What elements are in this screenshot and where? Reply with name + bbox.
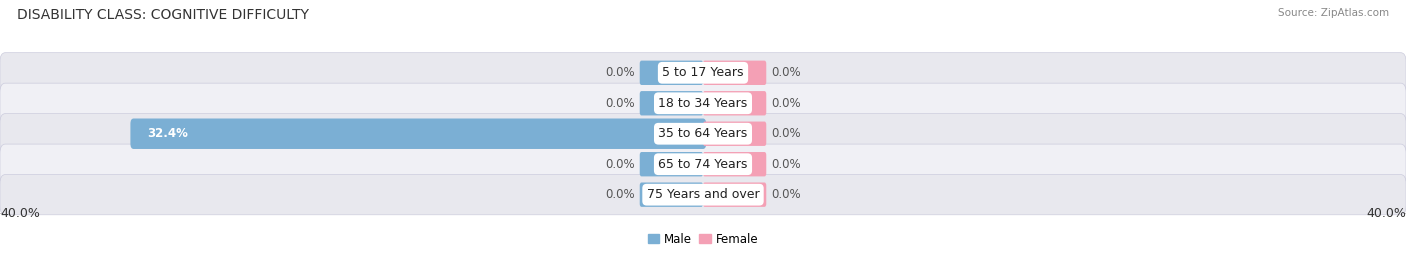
FancyBboxPatch shape bbox=[0, 175, 1406, 215]
Text: 0.0%: 0.0% bbox=[772, 188, 801, 201]
FancyBboxPatch shape bbox=[640, 152, 703, 176]
FancyBboxPatch shape bbox=[0, 144, 1406, 184]
FancyBboxPatch shape bbox=[703, 122, 766, 146]
FancyBboxPatch shape bbox=[131, 119, 706, 149]
FancyBboxPatch shape bbox=[640, 61, 703, 85]
FancyBboxPatch shape bbox=[703, 91, 766, 115]
Text: Source: ZipAtlas.com: Source: ZipAtlas.com bbox=[1278, 8, 1389, 18]
Text: 32.4%: 32.4% bbox=[148, 127, 188, 140]
Text: 40.0%: 40.0% bbox=[1367, 207, 1406, 220]
Text: 5 to 17 Years: 5 to 17 Years bbox=[662, 66, 744, 79]
Text: 75 Years and over: 75 Years and over bbox=[647, 188, 759, 201]
FancyBboxPatch shape bbox=[0, 83, 1406, 123]
Text: 0.0%: 0.0% bbox=[772, 97, 801, 110]
Legend: Male, Female: Male, Female bbox=[648, 233, 758, 246]
Text: 0.0%: 0.0% bbox=[605, 188, 634, 201]
Text: 40.0%: 40.0% bbox=[0, 207, 39, 220]
FancyBboxPatch shape bbox=[0, 114, 1406, 154]
Text: DISABILITY CLASS: COGNITIVE DIFFICULTY: DISABILITY CLASS: COGNITIVE DIFFICULTY bbox=[17, 8, 309, 22]
FancyBboxPatch shape bbox=[640, 182, 703, 207]
FancyBboxPatch shape bbox=[703, 152, 766, 176]
Text: 0.0%: 0.0% bbox=[605, 66, 634, 79]
FancyBboxPatch shape bbox=[703, 182, 766, 207]
Text: 0.0%: 0.0% bbox=[605, 97, 634, 110]
Text: 0.0%: 0.0% bbox=[772, 158, 801, 171]
Text: 0.0%: 0.0% bbox=[772, 127, 801, 140]
FancyBboxPatch shape bbox=[640, 91, 703, 115]
Text: 0.0%: 0.0% bbox=[772, 66, 801, 79]
Text: 18 to 34 Years: 18 to 34 Years bbox=[658, 97, 748, 110]
Text: 35 to 64 Years: 35 to 64 Years bbox=[658, 127, 748, 140]
FancyBboxPatch shape bbox=[0, 53, 1406, 93]
FancyBboxPatch shape bbox=[703, 61, 766, 85]
Text: 0.0%: 0.0% bbox=[605, 158, 634, 171]
Text: 65 to 74 Years: 65 to 74 Years bbox=[658, 158, 748, 171]
